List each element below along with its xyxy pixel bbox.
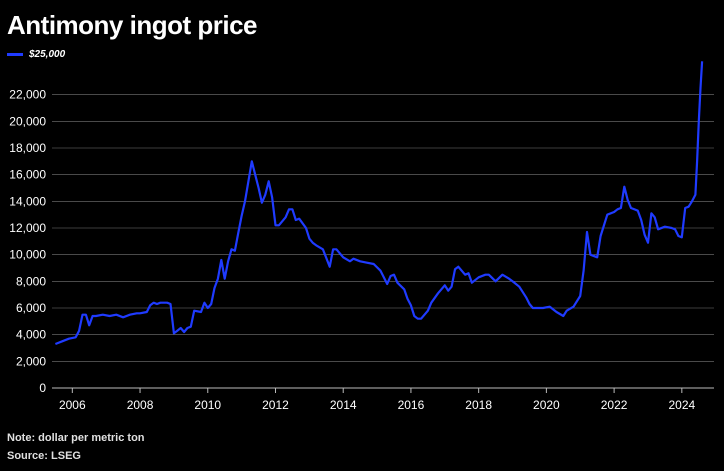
x-tick-label: 2012: [262, 398, 289, 412]
x-tick-label: 2014: [330, 398, 357, 412]
legend-swatch: [7, 53, 23, 56]
y-axis-tick-labels: 0 2,000 4,000 6,000 8,000 10,000 12,000 14,000 1…: [9, 88, 46, 395]
x-tick-label: 2016: [398, 398, 425, 412]
x-tick-label: 2020: [533, 398, 560, 412]
y-tick-label: 12,000: [9, 221, 46, 235]
y-tick-label: 22,000: [9, 88, 46, 102]
y-tick-label: 16,000: [9, 168, 46, 182]
y-tick-label: 10,000: [9, 248, 46, 262]
y-tick-label: 6,000: [16, 301, 46, 315]
chart-title: Antimony ingot price: [7, 10, 258, 40]
y-tick-label: 20,000: [9, 114, 46, 128]
legend: $25,000: [7, 49, 65, 60]
x-tick-label: 2024: [668, 398, 695, 412]
y-tick-label: 18,000: [9, 141, 46, 155]
chart-note: Note: dollar per metric ton: [7, 432, 145, 444]
y-tick-label: 4,000: [16, 328, 46, 342]
x-tick-label: 2010: [194, 398, 221, 412]
x-tick-label: 2006: [59, 398, 86, 412]
grid-lines: [52, 94, 714, 389]
price-series-line: [54, 61, 704, 346]
x-axis-tick-labels: 2006 2008 2010 2012 2014 2016 2018 2020 2022 2024: [59, 388, 696, 412]
y-tick-label: 0: [39, 381, 46, 395]
y-tick-label: 14,000: [9, 194, 46, 208]
y-tick-label: 2,000: [16, 354, 46, 368]
y-tick-label: 8,000: [16, 274, 46, 288]
chart-source: Source: LSEG: [7, 450, 81, 462]
x-tick-label: 2018: [465, 398, 492, 412]
series-layer: [54, 61, 704, 346]
x-tick-label: 2022: [601, 398, 628, 412]
legend-label: $25,000: [29, 49, 66, 60]
x-tick-label: 2008: [127, 398, 154, 412]
